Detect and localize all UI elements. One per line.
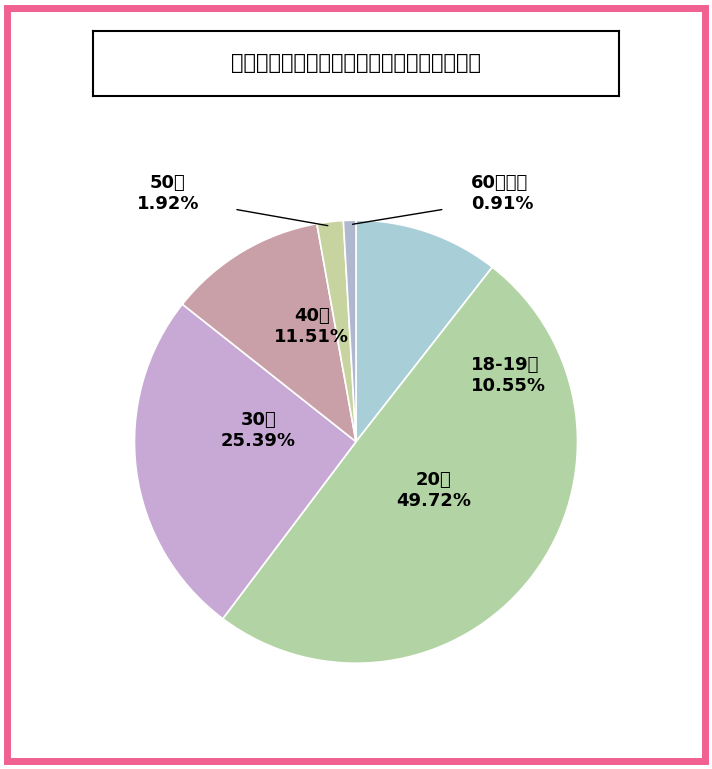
- Wedge shape: [182, 224, 356, 441]
- Text: 60代以上
0.91%: 60代以上 0.91%: [471, 175, 534, 213]
- Text: 50代
1.92%: 50代 1.92%: [137, 175, 199, 213]
- Wedge shape: [356, 220, 492, 441]
- Wedge shape: [135, 305, 356, 619]
- Text: 20代
49.72%: 20代 49.72%: [396, 471, 471, 510]
- Wedge shape: [343, 220, 356, 441]
- Wedge shape: [317, 221, 356, 441]
- Text: 長野県のワクワクメール：女性会員の年齢層: 長野県のワクワクメール：女性会員の年齢層: [231, 53, 481, 74]
- Text: 30代
25.39%: 30代 25.39%: [221, 411, 296, 450]
- Text: 40代
11.51%: 40代 11.51%: [274, 307, 349, 346]
- Text: 18-19歳
10.55%: 18-19歳 10.55%: [471, 356, 546, 394]
- Wedge shape: [223, 267, 577, 663]
